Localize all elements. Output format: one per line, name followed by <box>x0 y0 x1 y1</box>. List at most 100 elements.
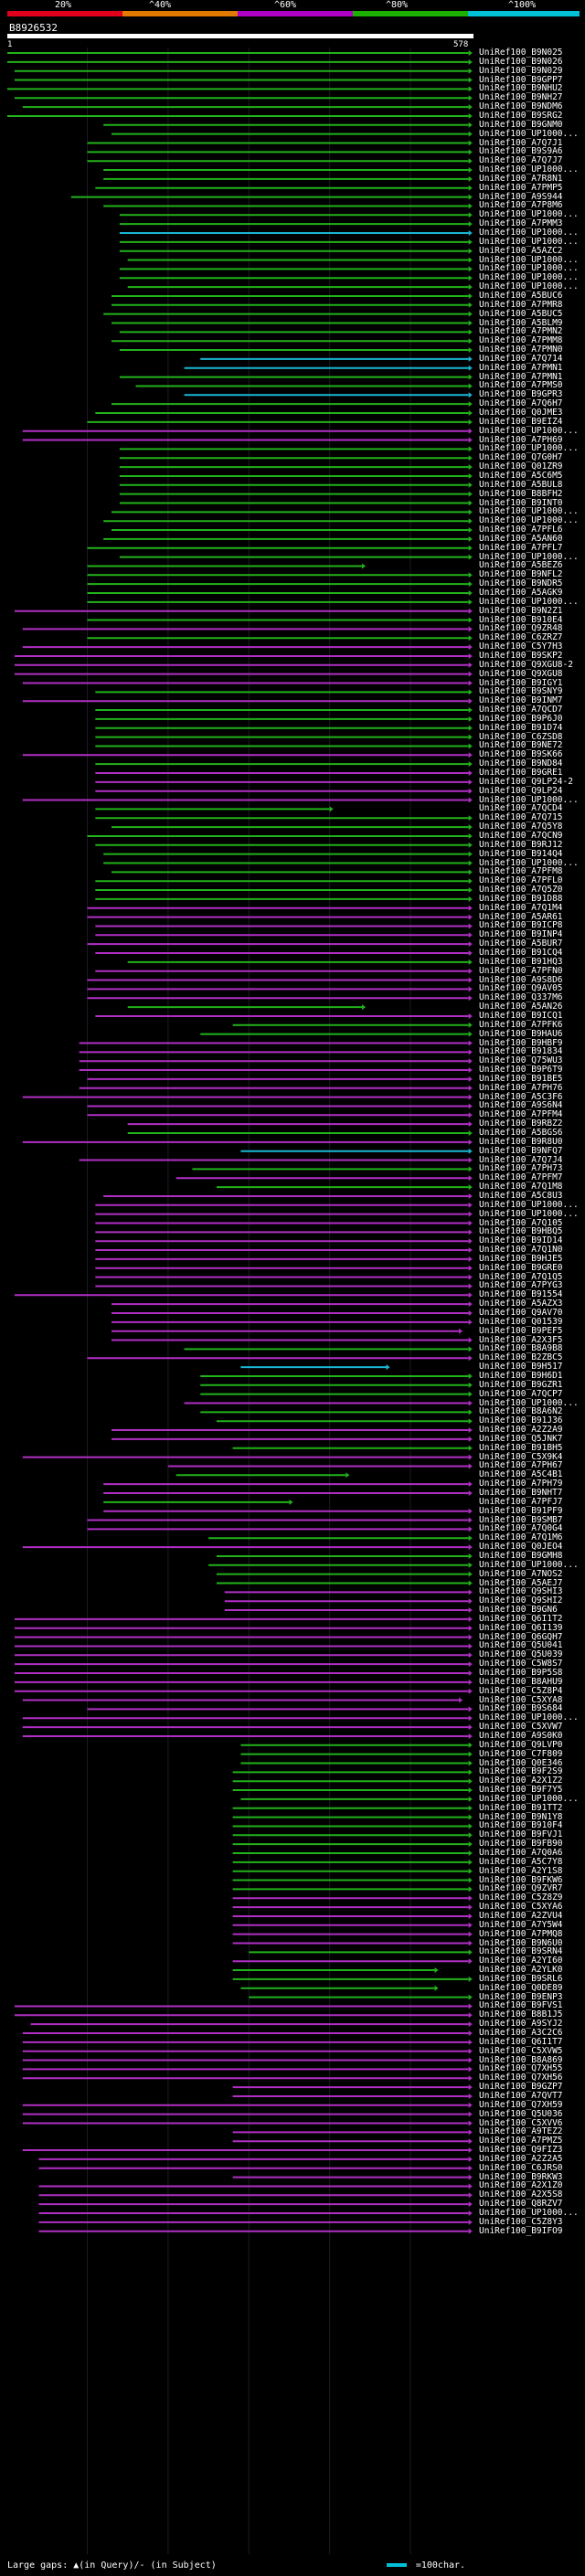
hit-label[interactable]: UniRef100_B9EIZ4 <box>479 416 563 427</box>
hit-label[interactable]: UniRef100_A7PH76 <box>479 1082 563 1093</box>
hit-label[interactable]: UniRef100_B9F7Y5 <box>479 1785 563 1796</box>
hit-label[interactable]: UniRef100_A7PMM3 <box>479 218 563 229</box>
hit-label[interactable]: UniRef100_B91PF9 <box>479 1505 563 1516</box>
hit-label[interactable]: UniRef100_B9GRE1 <box>479 768 563 778</box>
hit-label[interactable]: UniRef100_B9NHU2 <box>479 83 563 94</box>
hit-label[interactable]: UniRef100_Q0JME3 <box>479 408 563 418</box>
hit-label[interactable]: UniRef100_A5BUL8 <box>479 479 563 490</box>
hit-label[interactable]: UniRef100_B9GZP7 <box>479 2082 563 2093</box>
hit-label[interactable]: UniRef100_A7PFM4 <box>479 1109 563 1120</box>
hit-label[interactable]: UniRef100_B9P5S8 <box>479 1668 563 1678</box>
hit-label[interactable]: UniRef100_A5C3F6 <box>479 1091 563 1102</box>
hit-label[interactable]: UniRef100_B9INM7 <box>479 695 563 706</box>
hit-label[interactable]: UniRef100_A7QCD7 <box>479 705 563 716</box>
hit-label[interactable]: UniRef100_A2YI60 <box>479 1956 563 1966</box>
hit-label[interactable]: UniRef100_B9R8U0 <box>479 1136 563 1147</box>
hit-label[interactable]: UniRef100_B9ND84 <box>479 758 563 769</box>
hit-label[interactable]: UniRef100_A2YLK0 <box>479 1965 563 1976</box>
hit-label[interactable]: UniRef100_C5XVW5 <box>479 2045 563 2056</box>
hit-label[interactable]: UniRef100_A7PFL0 <box>479 875 563 886</box>
hit-label[interactable]: UniRef100_A7PFL7 <box>479 542 563 553</box>
hit-label[interactable]: UniRef100_B9HBQ5 <box>479 1226 563 1237</box>
hit-label[interactable]: UniRef100_A7Y5W4 <box>479 1919 563 1930</box>
hit-label[interactable]: UniRef100_Q9XGU8 <box>479 668 563 679</box>
hit-label[interactable]: UniRef100_B9NHT7 <box>479 1488 563 1498</box>
hit-label[interactable]: UniRef100_A7PMN1 <box>479 371 563 382</box>
hit-label[interactable]: UniRef100_B9SRL6 <box>479 1973 563 1984</box>
hit-label[interactable]: UniRef100_A7Q1M4 <box>479 902 563 913</box>
hit-label[interactable]: UniRef100_Q5JNK7 <box>479 1433 563 1444</box>
hit-label[interactable]: UniRef100_B9N1Y8 <box>479 1811 563 1822</box>
hit-label[interactable]: UniRef100_A7Q0G4 <box>479 1523 563 1534</box>
hit-label[interactable]: UniRef100_Q01ZR9 <box>479 461 563 472</box>
hit-label[interactable]: UniRef100_B9P6T9 <box>479 1065 563 1076</box>
hit-label[interactable]: UniRef100_Q9FIZ3 <box>479 2145 563 2156</box>
hit-label[interactable]: UniRef100_A2Y1S8 <box>479 1865 563 1876</box>
hit-label[interactable]: UniRef100_A5C8U3 <box>479 1190 563 1201</box>
hit-label[interactable]: UniRef100_Q8RZV7 <box>479 2199 563 2210</box>
hit-label[interactable]: UniRef100_UP1000... <box>479 1793 579 1804</box>
hit-label[interactable]: UniRef100_C5W8S7 <box>479 1659 563 1670</box>
hit-label[interactable]: UniRef100_A7Q0A6 <box>479 1848 563 1858</box>
hit-label[interactable]: UniRef100_UP1000... <box>479 857 579 868</box>
hit-label[interactable]: UniRef100_A5BEZ6 <box>479 560 563 571</box>
hit-label[interactable]: UniRef100_B9NDM6 <box>479 101 563 112</box>
hit-label[interactable]: UniRef100_A7QCD4 <box>479 803 563 814</box>
hit-label[interactable]: UniRef100_Q5U041 <box>479 1640 563 1651</box>
hit-label[interactable]: UniRef100_A7PFK6 <box>479 1019 563 1030</box>
hit-label[interactable]: UniRef100_Q0DE89 <box>479 1982 563 1993</box>
hit-label[interactable]: UniRef100_A2X5S8 <box>479 2189 563 2200</box>
hit-label[interactable]: UniRef100_B8A869 <box>479 2054 563 2065</box>
hit-label[interactable]: UniRef100_UP1000... <box>479 551 579 562</box>
hit-label[interactable]: UniRef100_A7NOS2 <box>479 1568 563 1579</box>
hit-label[interactable]: UniRef100_A7PH69 <box>479 434 563 445</box>
hit-label[interactable]: UniRef100_UP1000... <box>479 506 579 517</box>
hit-label[interactable]: UniRef100_A5AN60 <box>479 533 563 544</box>
hit-label[interactable]: UniRef100_B9N026 <box>479 56 563 67</box>
hit-label[interactable]: UniRef100_A7P8M6 <box>479 200 563 211</box>
hit-label[interactable]: UniRef100_A7QVT7 <box>479 2090 563 2101</box>
hit-label[interactable]: UniRef100_Q9SHI2 <box>479 1595 563 1606</box>
hit-label[interactable]: UniRef100_Q337M6 <box>479 992 563 1003</box>
hit-label[interactable]: UniRef100_A7PFM7 <box>479 1172 563 1183</box>
hit-label[interactable]: UniRef100_B9GPR3 <box>479 389 563 400</box>
hit-label[interactable]: UniRef100_B9N025 <box>479 48 563 58</box>
hit-label[interactable]: UniRef100_B9GZR1 <box>479 1379 563 1390</box>
hit-label[interactable]: UniRef100_A2X1Z2 <box>479 1776 563 1786</box>
hit-label[interactable]: UniRef100_UP1000... <box>479 228 579 238</box>
hit-label[interactable]: UniRef100_A5BGS6 <box>479 1128 563 1138</box>
hit-label[interactable]: UniRef100_A5C7Y8 <box>479 1856 563 1867</box>
hit-label[interactable]: UniRef100_UP1000... <box>479 794 579 805</box>
hit-label[interactable]: UniRef100_C5XVV6 <box>479 2117 563 2128</box>
hit-label[interactable]: UniRef100_B9SRN4 <box>479 1946 563 1957</box>
hit-label[interactable]: UniRef100_Q9XGU8-2 <box>479 659 573 670</box>
hit-label[interactable]: UniRef100_B9RKW3 <box>479 2171 563 2182</box>
hit-label[interactable]: UniRef100_B9S9A6 <box>479 146 563 157</box>
hit-label[interactable]: UniRef100_A5C6M5 <box>479 470 563 481</box>
hit-label[interactable]: UniRef100_B9P6J0 <box>479 713 563 724</box>
hit-label[interactable]: UniRef100_A3C2C6 <box>479 2028 563 2038</box>
hit-label[interactable]: UniRef100_C5XVW7 <box>479 1722 563 1733</box>
hit-label[interactable]: UniRef100_Q6GQH7 <box>479 1631 563 1642</box>
hit-label[interactable]: UniRef100_A7Q1Q5 <box>479 1271 563 1282</box>
hit-label[interactable]: UniRef100_UP1000... <box>479 254 579 265</box>
hit-label[interactable]: UniRef100_A5C4B1 <box>479 1469 563 1480</box>
hit-label[interactable]: UniRef100_B8BFH2 <box>479 488 563 499</box>
hit-label[interactable]: UniRef100_A7Q714 <box>479 353 563 364</box>
hit-label[interactable]: UniRef100_A7PMN2 <box>479 326 563 337</box>
hit-label[interactable]: UniRef100_A7PMQ8 <box>479 1928 563 1939</box>
hit-label[interactable]: UniRef100_A7PMN0 <box>479 345 563 355</box>
hit-label[interactable]: UniRef100_B9NFL2 <box>479 569 563 580</box>
hit-label[interactable]: UniRef100_UP1000... <box>479 596 579 607</box>
hit-label[interactable]: UniRef100_C5Y7H3 <box>479 641 563 652</box>
hit-label[interactable]: UniRef100_B9ID14 <box>479 1235 563 1246</box>
hit-label[interactable]: UniRef100_UP1000... <box>479 263 579 274</box>
hit-label[interactable]: UniRef100_Q9AV70 <box>479 1308 563 1318</box>
hit-label[interactable]: UniRef100_B9ICP8 <box>479 920 563 931</box>
hit-label[interactable]: UniRef100_Q75WU3 <box>479 1055 563 1066</box>
hit-label[interactable]: UniRef100_A7Q1M6 <box>479 1532 563 1543</box>
hit-label[interactable]: UniRef100_UP1000... <box>479 515 579 526</box>
hit-label[interactable]: UniRef100_Q9ZVR7 <box>479 1883 563 1894</box>
hit-label[interactable]: UniRef100_C5X9K4 <box>479 1451 563 1462</box>
hit-label[interactable]: UniRef100_Q0E346 <box>479 1757 563 1768</box>
